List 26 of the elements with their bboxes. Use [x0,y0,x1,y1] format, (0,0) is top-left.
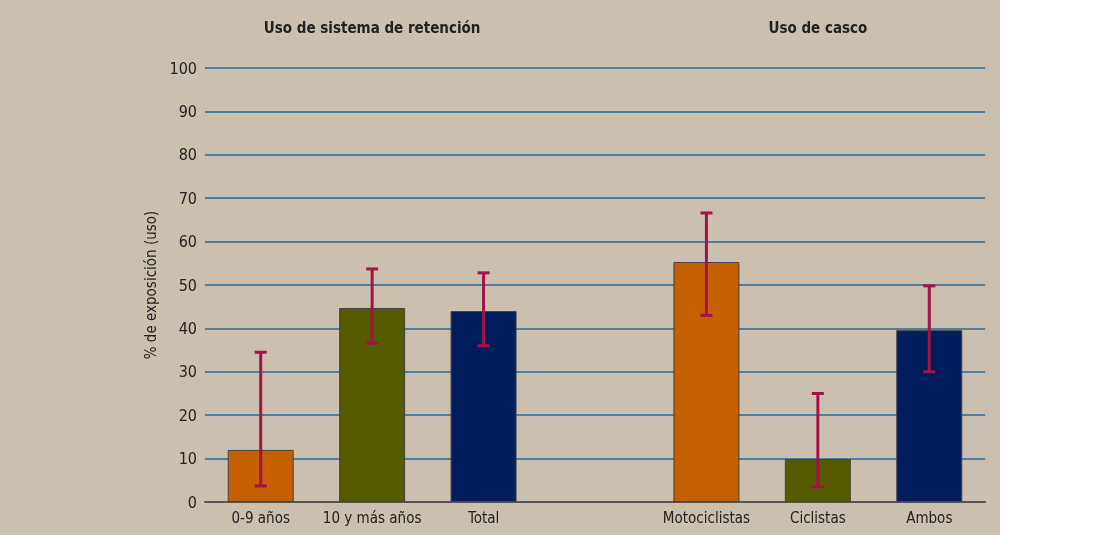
text: Uso de sistema de retención [263,18,481,37]
y-tick-label: 30 [178,362,197,382]
bar [784,459,851,502]
y-tick-label: 40 [178,318,197,338]
y-tick-label: 100 [169,58,197,78]
bar [339,308,406,502]
x-tick-label: Motociclistas [662,508,751,527]
y-tick-label: 20 [178,405,197,425]
y-tick-label: 50 [178,275,197,295]
y-axis-title: % de exposición (uso) [142,210,161,360]
bar [896,330,963,502]
bar [227,449,294,502]
y-tick-label: 0 [187,492,197,512]
text: Uso de casco [768,18,868,37]
x-tick-label: 10 y más años [322,508,422,527]
x-tick-label: 0-9 años [231,508,290,527]
y-tick-label: 60 [178,232,197,252]
bar [450,311,517,502]
x-tick-label: Ambos [906,508,953,527]
y-tick-label: 10 [178,449,197,469]
x-tick-label: Total [466,508,500,527]
y-tick-label: 90 [178,101,197,121]
bar [673,262,740,502]
x-tick-label: Ciclistas [790,508,846,527]
y-tick-label: 80 [178,145,197,165]
y-tick-label: 70 [178,188,197,208]
